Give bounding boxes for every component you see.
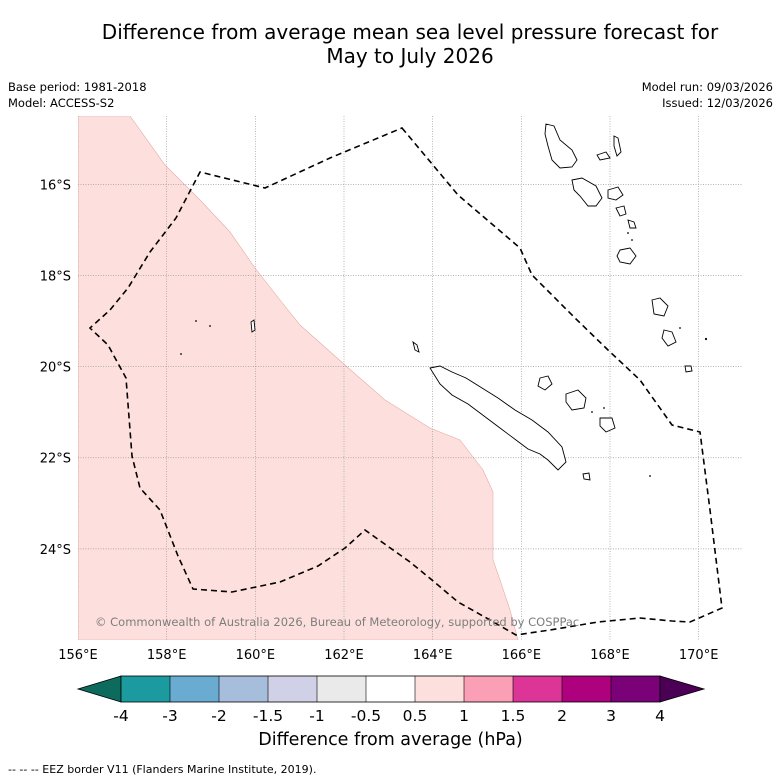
latitude-tick-label: 20°S	[40, 361, 71, 376]
latitude-tick-label: 24°S	[40, 543, 71, 558]
islet	[603, 407, 605, 409]
colorbar-tick-label: -1.5	[253, 707, 283, 725]
longitude-tick-label: 158°E	[147, 648, 187, 663]
longitude-tick-label: 164°E	[413, 648, 453, 663]
islet	[195, 320, 197, 322]
latitude-tick-label: 22°S	[40, 452, 71, 467]
model-name: Model: ACCESS-S2	[8, 96, 115, 110]
colorbar-tick-label: 1.5	[501, 707, 526, 725]
islet	[627, 232, 629, 234]
colorbar-over-extension	[659, 675, 706, 703]
longitude-tick-label: 170°E	[679, 648, 719, 663]
new-caledonia-coast	[429, 365, 567, 471]
meta-right: Model run: 09/03/2026 Issued: 12/03/2026	[642, 79, 773, 111]
colorbar-tick-label: 4	[655, 707, 665, 725]
longitude-tick-label: 168°E	[590, 648, 630, 663]
coastlines	[250, 123, 693, 481]
colorbar-segment	[562, 676, 611, 702]
meta-left: Base period: 1981-2018 Model: ACCESS-S2	[8, 79, 147, 111]
tanna-coast	[661, 329, 677, 347]
shepherd-islands-coast	[627, 219, 637, 229]
colorbar-segment	[170, 676, 219, 702]
colorbar-tick-label: -3	[162, 707, 177, 725]
efate-coast	[616, 247, 637, 265]
colorbar-tick-label: -0.5	[351, 707, 381, 725]
maewo-coast	[613, 135, 622, 157]
colorbar-tick-label: -2	[211, 707, 226, 725]
loyalty-mare-coast	[599, 417, 616, 433]
title-line-2: May to July 2026	[326, 44, 494, 68]
map-content: © Commonwealth of Australia 2026, Bureau…	[78, 116, 743, 640]
espiritu-santo-coast	[544, 123, 578, 169]
model-run: Model run: 09/03/2026	[641, 80, 773, 94]
colorbar-tick-label: -1	[309, 707, 324, 725]
eez-footnote: -- -- -- EEZ border V11 (Flanders Marine…	[8, 763, 317, 776]
latitude-tick-label: 18°S	[40, 269, 71, 284]
loyalty-lifou-coast	[565, 389, 587, 411]
longitude-tick-label: 166°E	[502, 648, 542, 663]
colorbar-tick-label: 1	[459, 707, 469, 725]
colorbar-label: Difference from average (hPa)	[258, 730, 523, 750]
colorbar-segment	[366, 676, 415, 702]
longitude-tick-label: 160°E	[236, 648, 276, 663]
colorbar-frame	[120, 675, 661, 703]
chesterfield-islet-coast	[250, 319, 256, 333]
islet	[180, 353, 182, 355]
colorbar-segment	[611, 676, 660, 702]
islet	[649, 475, 651, 477]
islet	[591, 411, 593, 413]
aneityum-coast	[684, 365, 693, 373]
colorbar-segment	[121, 676, 170, 702]
anomaly-region	[78, 116, 519, 640]
issued-date: Issued: 12/03/2026	[662, 96, 773, 110]
longitude-tick-label: 156°E	[58, 648, 98, 663]
islet	[679, 327, 681, 329]
longitude-tick-label: 162°E	[324, 648, 364, 663]
belep-islands-coast	[412, 340, 420, 353]
islet	[704, 337, 708, 341]
longitude-labels: 156°E 158°E 160°E 162°E 164°E 166°E 168°E 170°E	[58, 648, 718, 663]
colorbar-tick-label: 3	[606, 707, 616, 725]
copyright-text: © Commonwealth of Australia 2026, Bureau…	[95, 615, 579, 629]
latitude-labels: 16°S 18°S 20°S 22°S 24°S	[40, 178, 71, 558]
chart-title: Difference from average mean sea level p…	[0, 20, 781, 68]
colorbar-segment	[219, 676, 268, 702]
islet	[209, 325, 211, 327]
ambrym-coast	[607, 186, 624, 201]
epi-coast	[615, 205, 627, 217]
colorbar-tick-label: 0.5	[403, 707, 428, 725]
ambae-coast	[596, 151, 611, 161]
graticule	[78, 116, 743, 640]
small-islets	[180, 232, 708, 477]
colorbar-segment	[317, 676, 366, 702]
colorbar-segment	[415, 676, 464, 702]
colorbar-under-extension	[76, 675, 122, 703]
malakula-coast	[571, 177, 603, 207]
base-period: Base period: 1981-2018	[8, 80, 147, 94]
loyalty-ouvea-coast	[537, 375, 553, 391]
isle-of-pines-coast	[582, 472, 591, 481]
colorbar-segment	[464, 676, 513, 702]
title-line-1: Difference from average mean sea level p…	[101, 20, 719, 44]
eez-border	[88, 127, 723, 636]
latitude-tick-label: 16°S	[40, 178, 71, 193]
islet	[631, 239, 633, 241]
colorbar-tick-label: -4	[113, 707, 128, 725]
colorbar: -4 -3 -2 -1.5 -1 -0.5 0.5 1 1.5 2 3 4	[76, 675, 706, 725]
colorbar-segment	[513, 676, 562, 702]
colorbar-tick-label: 2	[557, 707, 567, 725]
colorbar-segment	[268, 676, 317, 702]
erromango-coast	[651, 297, 669, 317]
